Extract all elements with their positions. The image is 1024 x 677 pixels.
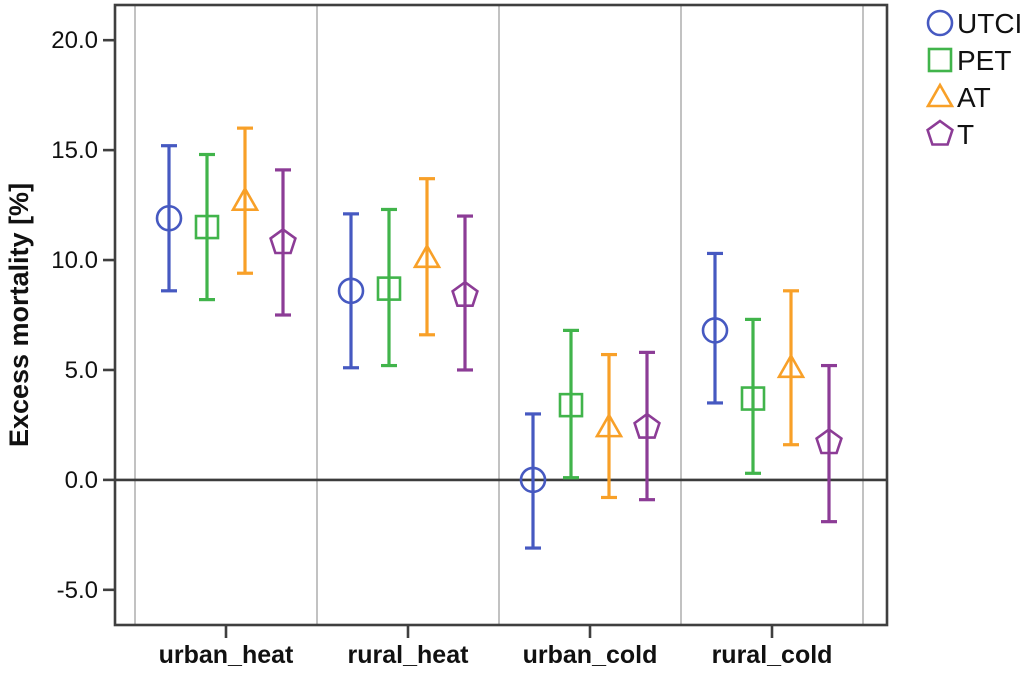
y-tick-label: -5.0 bbox=[57, 577, 98, 604]
y-tick-label: 20.0 bbox=[51, 27, 98, 54]
legend: UTCI PET AT T bbox=[925, 8, 1022, 150]
x-category-label: rural_cold bbox=[712, 641, 833, 669]
y-tick-label: 10.0 bbox=[51, 247, 98, 274]
series-layer bbox=[155, 126, 843, 550]
errorbar-PET-rural_heat bbox=[376, 207, 402, 368]
errorbar-UTCI-urban_cold bbox=[519, 412, 547, 550]
triangle-marker bbox=[594, 412, 624, 438]
legend-label: PET bbox=[957, 45, 1011, 76]
errorbar-T-urban_cold bbox=[633, 350, 661, 502]
errorbar-AT-urban_cold bbox=[594, 352, 624, 500]
pentagon-marker bbox=[451, 280, 479, 308]
errorbar-T-rural_heat bbox=[451, 214, 479, 372]
legend-item-AT: AT bbox=[925, 82, 991, 113]
errorbar-T-urban_heat bbox=[269, 168, 297, 317]
circle-marker bbox=[519, 466, 547, 494]
series-AT bbox=[230, 126, 806, 500]
series-UTCI bbox=[155, 144, 729, 550]
errorbar-AT-rural_heat bbox=[412, 177, 442, 337]
errorbar-PET-rural_cold bbox=[740, 317, 766, 475]
y-axis-title: Excess mortality [%] bbox=[4, 183, 34, 447]
pentagon-marker bbox=[633, 412, 661, 439]
square-marker bbox=[927, 47, 953, 73]
legend-item-PET: PET bbox=[927, 45, 1011, 76]
errorbar-UTCI-rural_cold bbox=[701, 251, 729, 405]
square-marker bbox=[740, 386, 766, 411]
triangle-marker bbox=[230, 186, 260, 211]
series-PET bbox=[194, 152, 766, 480]
x-category-label: urban_cold bbox=[523, 641, 658, 669]
category-dividers bbox=[115, 5, 887, 625]
errorbar-UTCI-rural_heat bbox=[337, 212, 365, 370]
legend-label: T bbox=[957, 119, 974, 150]
y-tick-label: 0.0 bbox=[65, 467, 98, 494]
plot-frame bbox=[113, 3, 889, 627]
triangle-marker bbox=[412, 243, 442, 269]
y-tick-label: 15.0 bbox=[51, 137, 98, 164]
pentagon-marker bbox=[926, 119, 954, 146]
y-axis: 20.0 15.0 10.0 5.0 0.0 -5.0 Excess mortality [… bbox=[4, 27, 115, 604]
legend-label: AT bbox=[957, 82, 991, 113]
series-T bbox=[269, 168, 843, 524]
square-marker bbox=[194, 214, 220, 240]
errorbar-AT-rural_cold bbox=[776, 289, 806, 447]
errorbar-PET-urban_heat bbox=[194, 152, 220, 302]
errorbar-AT-urban_heat bbox=[230, 126, 260, 275]
circle-marker bbox=[701, 317, 729, 344]
legend-item-T: T bbox=[926, 119, 974, 150]
x-axis: urban_heat rural_heat urban_cold rural_cold bbox=[159, 625, 833, 669]
errorbar-T-rural_cold bbox=[815, 363, 843, 524]
circle-marker bbox=[926, 9, 954, 37]
square-marker bbox=[376, 276, 402, 301]
legend-item-UTCI: UTCI bbox=[926, 8, 1022, 39]
pentagon-marker bbox=[269, 227, 297, 255]
plot-border bbox=[113, 3, 889, 627]
x-category-label: rural_heat bbox=[348, 641, 470, 669]
errorbar-UTCI-urban_heat bbox=[155, 144, 183, 293]
square-marker bbox=[558, 392, 584, 418]
pentagon-marker bbox=[815, 427, 843, 455]
legend-label: UTCI bbox=[957, 8, 1022, 39]
circle-marker bbox=[337, 277, 365, 305]
circle-marker bbox=[155, 204, 183, 232]
errorbar-PET-urban_cold bbox=[558, 328, 584, 480]
y-tick-label: 5.0 bbox=[65, 357, 98, 384]
triangle-marker bbox=[925, 82, 955, 108]
x-category-label: urban_heat bbox=[159, 641, 294, 669]
triangle-marker bbox=[776, 353, 806, 379]
